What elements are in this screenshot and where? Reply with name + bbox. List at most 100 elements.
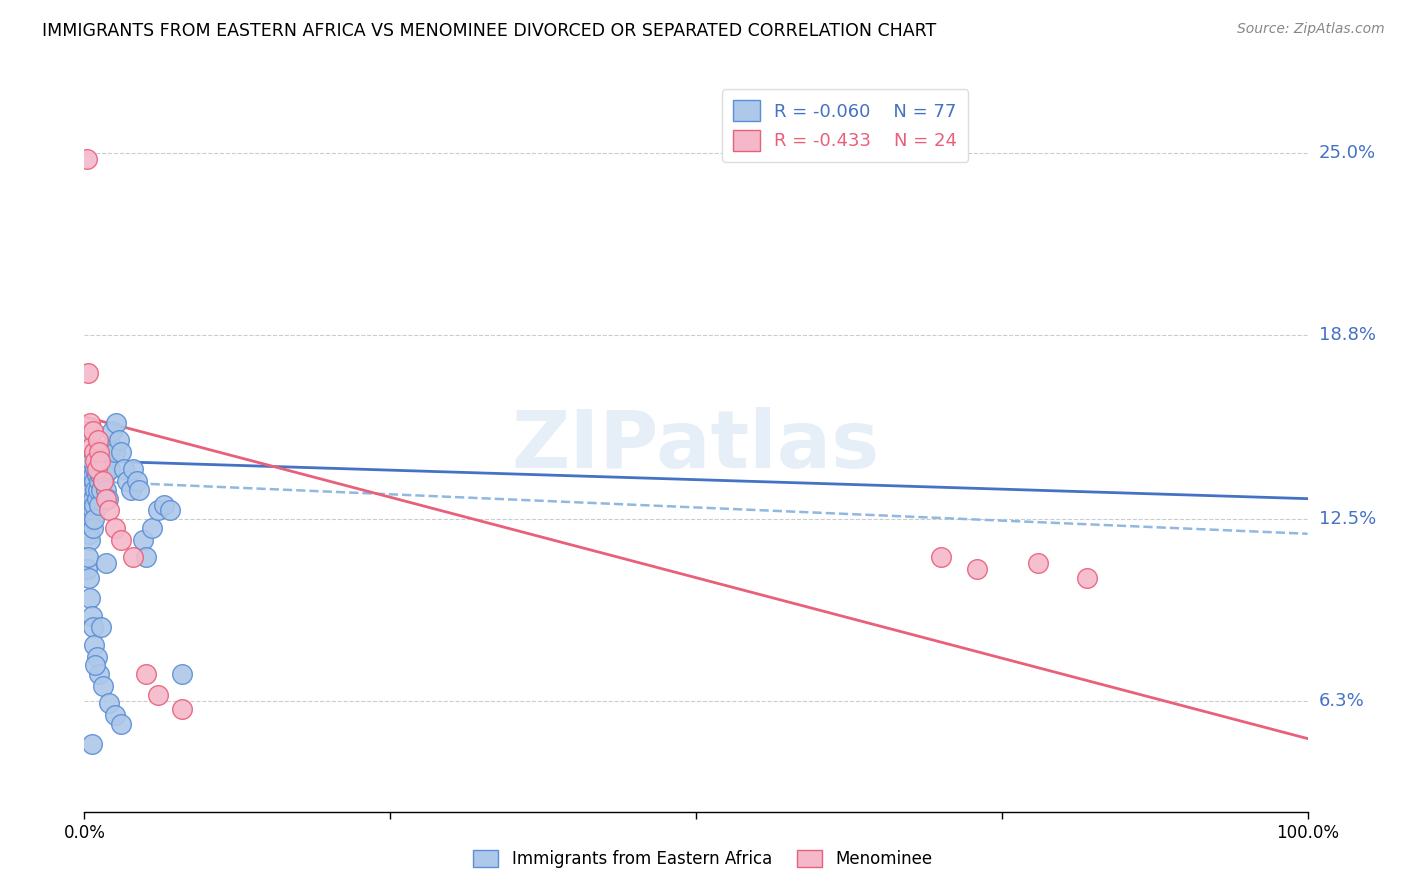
Point [89, 468, 111, 483]
Point [77, 526, 100, 541]
Point [105, 416, 128, 430]
Point [104, 708, 127, 723]
Point [86, 468, 108, 483]
Point [91, 679, 114, 693]
Legend: R = -0.060    N = 77, R = -0.433    N = 24: R = -0.060 N = 77, R = -0.433 N = 24 [723, 89, 969, 161]
Point [91, 445, 114, 459]
Point [82, 521, 104, 535]
Point [135, 550, 157, 565]
Point [97, 503, 120, 517]
Point [80, 439, 103, 453]
Point [80, 483, 103, 497]
Point [76, 153, 98, 167]
Point [104, 445, 127, 459]
Point [82, 503, 104, 517]
Point [110, 533, 132, 547]
Point [1076, 571, 1098, 585]
Point [100, 439, 122, 453]
Point [79, 416, 101, 430]
Point [87, 433, 110, 447]
Point [87, 445, 110, 459]
Point [82, 468, 104, 483]
Point [76, 453, 98, 467]
Point [141, 521, 163, 535]
Point [80, 738, 103, 752]
Point [96, 483, 118, 497]
Point [94, 468, 117, 483]
Point [172, 667, 194, 681]
Point [84, 462, 107, 476]
Point [84, 483, 107, 497]
Point [86, 491, 108, 506]
Point [112, 462, 135, 476]
Point [929, 550, 952, 565]
Point [77, 503, 100, 517]
Point [77, 366, 100, 380]
Point [83, 512, 105, 526]
Point [82, 425, 104, 439]
Point [83, 498, 105, 512]
Point [77, 550, 100, 565]
Point [97, 445, 120, 459]
Point [1028, 556, 1050, 570]
Point [101, 425, 124, 439]
Text: ZIPatlas: ZIPatlas [512, 407, 880, 485]
Point [76, 562, 98, 576]
Point [87, 474, 110, 488]
Point [125, 474, 148, 488]
Point [76, 425, 98, 439]
Point [159, 503, 181, 517]
Point [966, 562, 988, 576]
Point [153, 498, 176, 512]
Point [80, 453, 103, 467]
Point [146, 503, 169, 517]
Point [77, 571, 100, 585]
Point [77, 491, 100, 506]
Point [89, 453, 111, 467]
Point [110, 445, 132, 459]
Point [77, 512, 100, 526]
Point [84, 658, 107, 673]
Point [96, 491, 118, 506]
Point [83, 638, 105, 652]
Point [87, 453, 110, 467]
Point [80, 512, 103, 526]
Point [77, 483, 100, 497]
Point [128, 483, 150, 497]
Point [86, 462, 108, 476]
Point [146, 688, 169, 702]
Point [97, 491, 120, 506]
Text: 12.5%: 12.5% [1319, 510, 1376, 528]
Point [87, 667, 110, 681]
Point [91, 474, 114, 488]
Legend: Immigrants from Eastern Africa, Menominee: Immigrants from Eastern Africa, Menomine… [467, 843, 939, 875]
Point [75, 498, 97, 512]
Text: 18.8%: 18.8% [1319, 326, 1375, 343]
Point [80, 608, 103, 623]
Point [122, 462, 145, 476]
Point [104, 521, 127, 535]
Point [83, 445, 105, 459]
Point [79, 591, 101, 606]
Text: Source: ZipAtlas.com: Source: ZipAtlas.com [1237, 22, 1385, 37]
Point [84, 453, 107, 467]
Point [82, 491, 104, 506]
Point [86, 649, 108, 664]
Point [172, 702, 194, 716]
Point [90, 620, 112, 634]
Point [97, 697, 120, 711]
Text: 6.3%: 6.3% [1319, 691, 1364, 709]
Point [86, 445, 108, 459]
Point [107, 433, 129, 447]
Point [79, 474, 101, 488]
Point [87, 483, 110, 497]
Point [82, 620, 104, 634]
Point [135, 667, 157, 681]
Point [115, 474, 138, 488]
Point [91, 474, 114, 488]
Point [98, 462, 121, 476]
Point [110, 717, 132, 731]
Text: IMMIGRANTS FROM EASTERN AFRICA VS MENOMINEE DIVORCED OR SEPARATED CORRELATION CH: IMMIGRANTS FROM EASTERN AFRICA VS MENOMI… [42, 22, 936, 40]
Point [79, 533, 101, 547]
Point [90, 483, 112, 497]
